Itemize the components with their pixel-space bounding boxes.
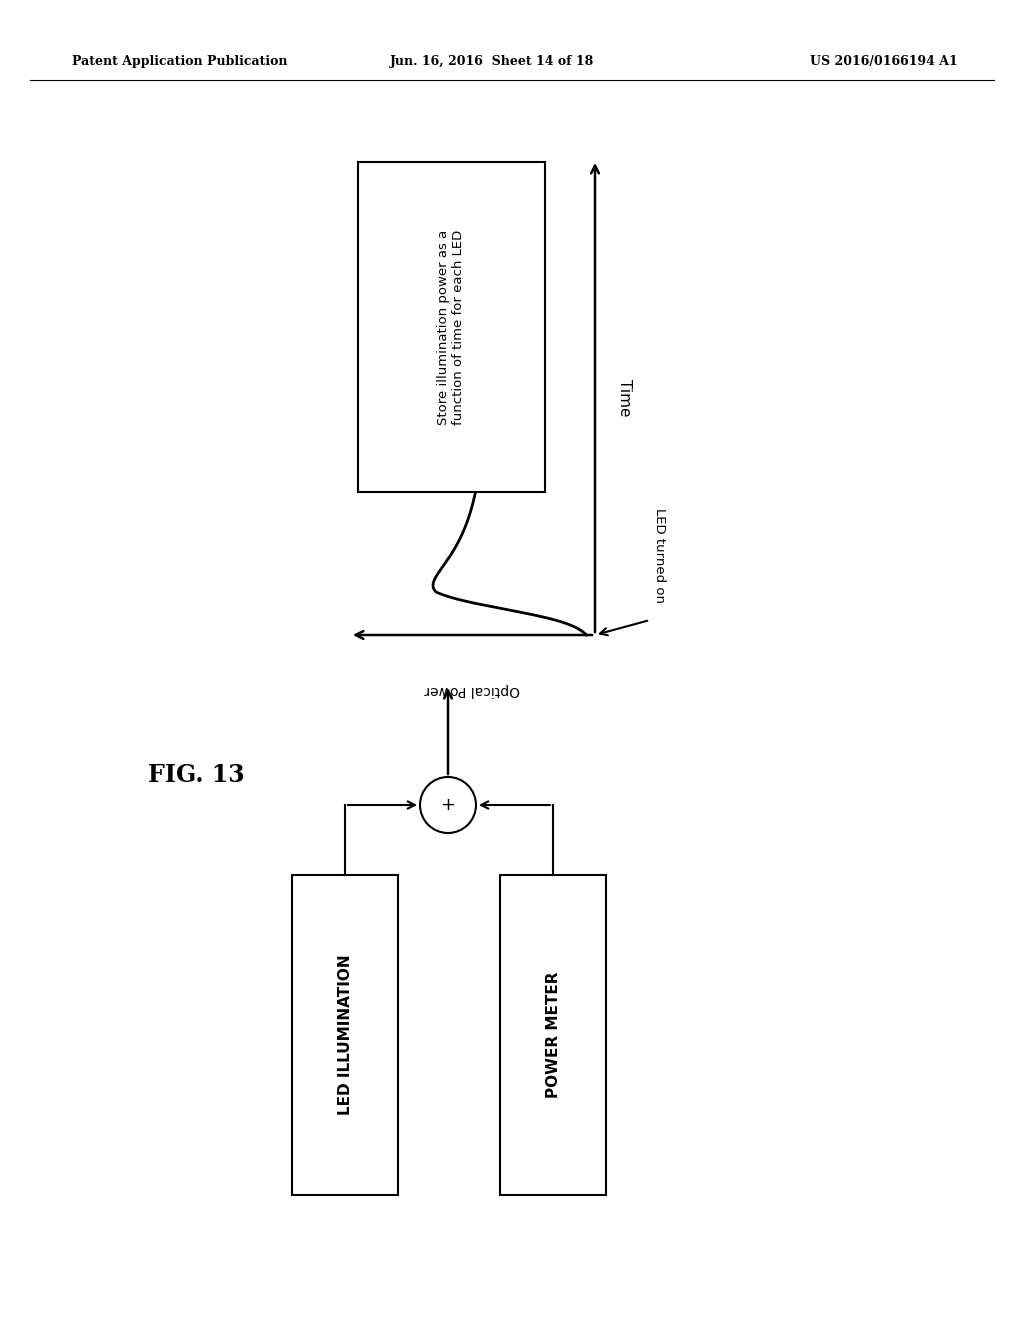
Text: Jun. 16, 2016  Sheet 14 of 18: Jun. 16, 2016 Sheet 14 of 18 [390,55,594,69]
Text: Optical Power: Optical Power [425,682,520,697]
Bar [500,875,606,1195]
Text: +: + [440,796,456,814]
Text: US 2016/0166194 A1: US 2016/0166194 A1 [810,55,957,69]
Bar [358,162,545,492]
Text: LED turned on: LED turned on [653,507,667,602]
Bar [292,875,398,1195]
Ellipse shape [420,777,476,833]
Text: FIG. 13: FIG. 13 [148,763,245,787]
Text: Store illumination power as a
function of time for each LED: Store illumination power as a function o… [437,230,466,425]
Text: Time: Time [617,379,633,416]
Text: LED ILLUMINATION: LED ILLUMINATION [338,954,352,1115]
Text: POWER METER: POWER METER [546,972,560,1098]
Text: Patent Application Publication: Patent Application Publication [72,55,288,69]
